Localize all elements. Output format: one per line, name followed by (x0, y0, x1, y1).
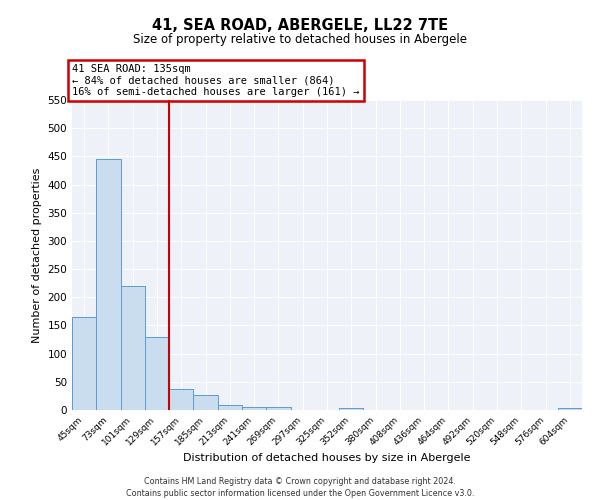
Bar (339, 408, 364, 410)
Text: Contains HM Land Registry data © Crown copyright and database right 2024.: Contains HM Land Registry data © Crown c… (144, 478, 456, 486)
Bar (72, 317, 96, 410)
Bar (145, 336, 169, 410)
Y-axis label: Number of detached properties: Number of detached properties (32, 168, 42, 342)
Bar (266, 406, 290, 410)
Bar (242, 406, 266, 410)
Bar (218, 405, 242, 410)
Bar (558, 408, 582, 410)
Text: Size of property relative to detached houses in Abergele: Size of property relative to detached ho… (133, 32, 467, 46)
Text: 41 SEA ROAD: 135sqm
← 84% of detached houses are smaller (864)
16% of semi-detac: 41 SEA ROAD: 135sqm ← 84% of detached ho… (72, 64, 359, 97)
Text: Contains public sector information licensed under the Open Government Licence v3: Contains public sector information licen… (126, 489, 474, 498)
Bar (96, 159, 121, 410)
X-axis label: Distribution of detached houses by size in Abergele: Distribution of detached houses by size … (183, 452, 471, 462)
Bar (169, 389, 193, 410)
Text: 41, SEA ROAD, ABERGELE, LL22 7TE: 41, SEA ROAD, ABERGELE, LL22 7TE (152, 18, 448, 32)
Bar (121, 286, 145, 410)
Bar (193, 396, 218, 410)
